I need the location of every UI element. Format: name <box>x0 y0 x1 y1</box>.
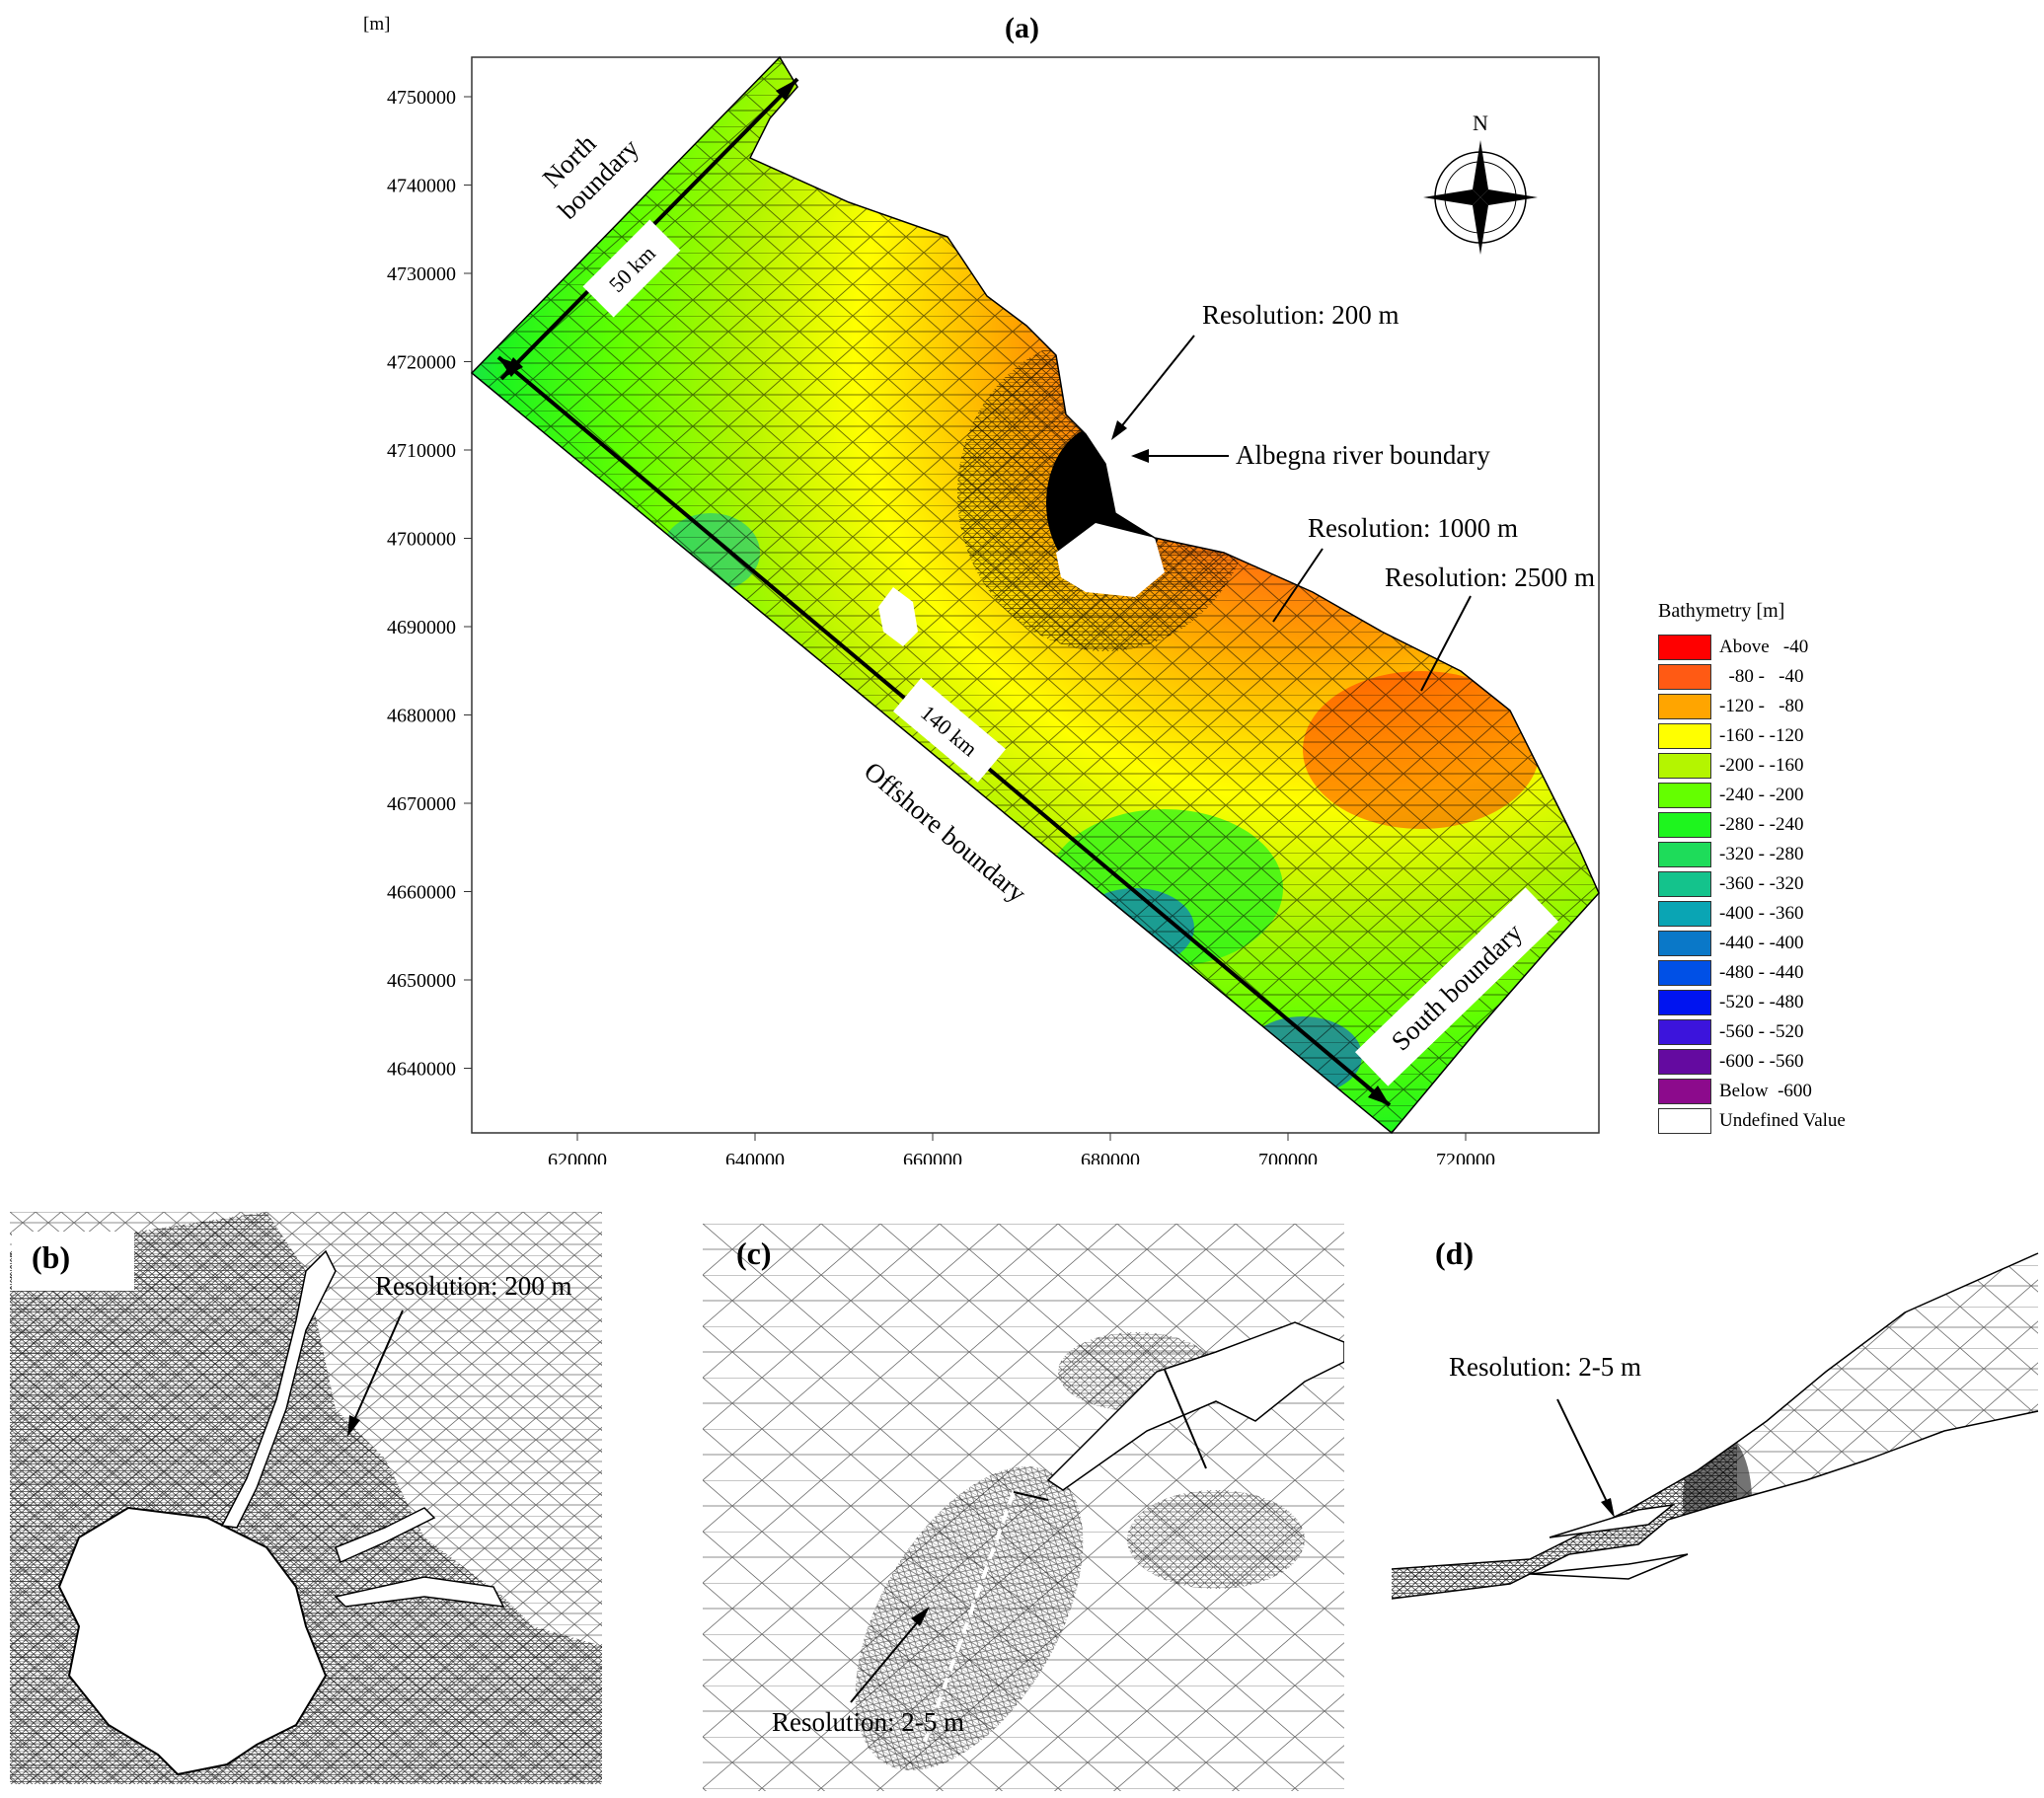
north-boundary-label: North boundary <box>537 128 645 225</box>
y-tick-label: 4650000 <box>387 970 456 992</box>
legend-item: -80 - -40 <box>1658 662 1895 692</box>
legend-item: -600 - -560 <box>1658 1047 1895 1077</box>
legend-item: -320 - -280 <box>1658 840 1895 869</box>
y-tick-label: 4680000 <box>387 706 456 727</box>
panel-a-map: [m] 4750000 4740000 4730000 4720000 4710000 4… <box>363 14 1600 1164</box>
legend-item: -360 - -320 <box>1658 869 1895 899</box>
legend-label: -200 - -160 <box>1719 755 1804 776</box>
legend-label: -320 - -280 <box>1719 844 1804 864</box>
y-tick-label: 4730000 <box>387 263 456 285</box>
y-tick-label: 4740000 <box>387 176 456 197</box>
legend-item: Above -40 <box>1658 633 1895 662</box>
legend-swatch <box>1658 1019 1711 1045</box>
legend-swatch <box>1658 635 1711 660</box>
y-tick-label: 4750000 <box>387 87 456 109</box>
x-tick-label: 660000 <box>903 1150 962 1164</box>
legend-item: -240 - -200 <box>1658 781 1895 810</box>
x-tick-label: 680000 <box>1081 1150 1140 1164</box>
legend-swatch <box>1658 723 1711 749</box>
legend-swatch <box>1658 931 1711 956</box>
panel-a-label: (a) <box>1005 12 1039 44</box>
map-frame <box>471 56 1600 1134</box>
legend-swatch <box>1658 1079 1711 1104</box>
svg-text:N: N <box>1473 111 1488 135</box>
legend-swatch <box>1658 1108 1711 1134</box>
y-tick-label: 4700000 <box>387 529 456 551</box>
x-tick-label: 620000 <box>548 1150 607 1164</box>
legend-label: -280 - -240 <box>1719 814 1804 835</box>
legend-label: -80 - -40 <box>1719 666 1804 687</box>
legend-item: Undefined Value <box>1658 1106 1895 1136</box>
legend-item: -160 - -120 <box>1658 721 1895 751</box>
legend-item: -560 - -520 <box>1658 1017 1895 1047</box>
legend-label: -560 - -520 <box>1719 1021 1804 1042</box>
legend-swatch <box>1658 664 1711 690</box>
y-tick-label: 4640000 <box>387 1059 456 1081</box>
legend-swatch <box>1658 783 1711 808</box>
legend-item: -200 - -160 <box>1658 751 1895 781</box>
y-tick-label: 4660000 <box>387 882 456 904</box>
panel-c-label: (c) <box>736 1236 772 1271</box>
panel-b-mesh <box>10 1212 602 1784</box>
legend-label: -360 - -320 <box>1719 873 1804 894</box>
legend-swatch <box>1658 842 1711 867</box>
y-tick-label: 4670000 <box>387 793 456 815</box>
north-arrow-compass: N <box>1423 111 1538 255</box>
x-tick-label: 700000 <box>1258 1150 1318 1164</box>
legend-swatch <box>1658 901 1711 927</box>
panel-d-mesh <box>1392 1252 2039 1600</box>
y-unit: [m] <box>363 14 390 35</box>
legend-item: -520 - -480 <box>1658 988 1895 1017</box>
legend-label: -120 - -80 <box>1719 696 1804 716</box>
legend-label: -520 - -480 <box>1719 992 1804 1012</box>
x-tick-label: 720000 <box>1436 1150 1495 1164</box>
legend-label: -160 - -120 <box>1719 725 1804 746</box>
legend-label: -480 - -440 <box>1719 962 1804 983</box>
legend-swatch <box>1658 753 1711 779</box>
panel-b-label: (b) <box>32 1239 71 1275</box>
panel-d-label: (d) <box>1435 1236 1475 1271</box>
y-axis: [m] 4750000 4740000 4730000 4720000 4710000 4… <box>363 14 472 1081</box>
legend-swatch <box>1658 694 1711 719</box>
panel-d: (d) Resolution: 2-5 m <box>1392 1224 2043 1791</box>
legend-title: Bathymetry [m] <box>1658 600 1785 622</box>
panel-c-resolution: Resolution: 2-5 m <box>772 1707 964 1737</box>
x-tick-label: 640000 <box>725 1150 785 1164</box>
legend-item: -400 - -360 <box>1658 899 1895 929</box>
y-tick-label: 4690000 <box>387 617 456 638</box>
legend-label: -400 - -360 <box>1719 903 1804 924</box>
panel-b-resolution: Resolution: 200 m <box>375 1271 572 1301</box>
legend-label: Above -40 <box>1719 637 1809 657</box>
legend-item: -480 - -440 <box>1658 958 1895 988</box>
res1000-label: Resolution: 1000 m <box>1308 513 1518 543</box>
legend-label: Below -600 <box>1719 1081 1812 1101</box>
albegna-label: Albegna river boundary <box>1236 440 1490 470</box>
panel-b: (b) Resolution: 200 m <box>10 1212 602 1784</box>
legend-label: -240 - -200 <box>1719 785 1804 805</box>
y-tick-label: 4710000 <box>387 440 456 462</box>
legend-label: -600 - -560 <box>1719 1051 1804 1072</box>
legend-item: -120 - -80 <box>1658 692 1895 721</box>
y-tick-label: 4720000 <box>387 352 456 374</box>
legend-item: -280 - -240 <box>1658 810 1895 840</box>
res2500-label: Resolution: 2500 m <box>1385 562 1595 592</box>
panel-c-mesh <box>703 1224 1344 1791</box>
bathymetry-legend: Bathymetry [m] Above -40 -80 - -40 -120 -… <box>1658 600 1895 1136</box>
legend-swatch <box>1658 871 1711 897</box>
legend-item: Below -600 <box>1658 1077 1895 1106</box>
legend-swatch <box>1658 812 1711 838</box>
res200-label: Resolution: 200 m <box>1202 300 1400 330</box>
legend-swatch <box>1658 990 1711 1015</box>
panel-d-resolution: Resolution: 2-5 m <box>1449 1352 1641 1382</box>
legend-swatch <box>1658 1049 1711 1075</box>
legend-item: -440 - -400 <box>1658 929 1895 958</box>
x-axis: 620000 640000 660000 680000 700000 720000 <box>548 1133 1495 1164</box>
length-label: 140 km <box>892 678 1007 783</box>
legend-swatch <box>1658 960 1711 986</box>
legend-label: Undefined Value <box>1719 1110 1846 1131</box>
panel-c: (c) Resolution: 2-5 m <box>703 1224 1344 1791</box>
legend-label: -440 - -400 <box>1719 933 1804 953</box>
